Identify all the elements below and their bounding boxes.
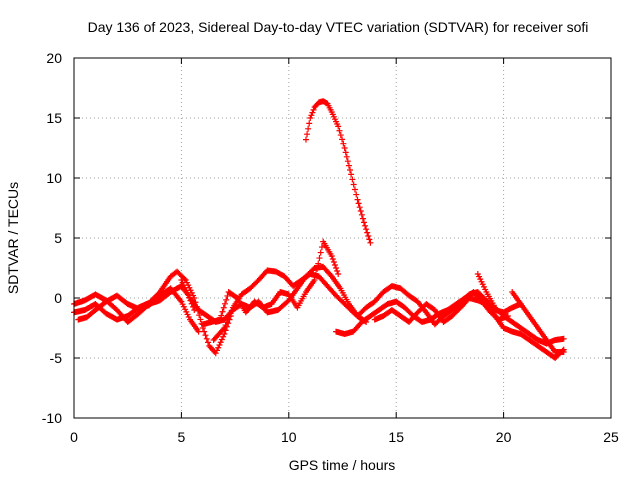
series-track-l <box>509 289 567 355</box>
x-axis: 0 5 10 15 20 25 <box>70 58 619 445</box>
point-markers <box>210 267 365 343</box>
y-tick-label: 20 <box>46 50 62 66</box>
series-track-j <box>371 295 567 361</box>
x-tick-label: 15 <box>388 429 404 445</box>
data-points <box>71 98 567 361</box>
grid <box>74 58 611 418</box>
y-tick-label: 10 <box>46 170 62 186</box>
series-track-i <box>354 283 524 328</box>
point-markers <box>75 285 202 335</box>
y-axis-label: SDTVAR / TECUs <box>5 182 21 294</box>
series-track-c <box>75 285 202 335</box>
point-markers <box>474 271 567 347</box>
series-track-e <box>210 267 365 343</box>
x-tick-label: 20 <box>496 429 512 445</box>
y-axis: -10 -5 0 5 10 15 20 <box>42 50 611 426</box>
point-markers <box>302 98 374 246</box>
x-tick-label: 0 <box>70 429 78 445</box>
x-tick-label: 25 <box>603 429 619 445</box>
y-tick-label: 5 <box>54 230 62 246</box>
series-track-f <box>199 238 342 328</box>
point-markers <box>354 283 524 328</box>
y-tick-label: 15 <box>46 110 62 126</box>
chart-title: Day 136 of 2023, Sidereal Day-to-day VTE… <box>88 19 589 35</box>
y-tick-label: -5 <box>50 350 63 366</box>
x-tick-label: 10 <box>281 429 297 445</box>
series-track-g <box>302 98 374 246</box>
x-axis-label: GPS time / hours <box>289 457 396 473</box>
point-markers <box>199 238 342 328</box>
y-tick-label: -10 <box>42 410 62 426</box>
series-track-k <box>474 271 567 347</box>
x-tick-label: 5 <box>178 429 186 445</box>
point-markers <box>509 289 567 355</box>
y-tick-label: 0 <box>54 290 62 306</box>
point-markers <box>371 295 567 361</box>
